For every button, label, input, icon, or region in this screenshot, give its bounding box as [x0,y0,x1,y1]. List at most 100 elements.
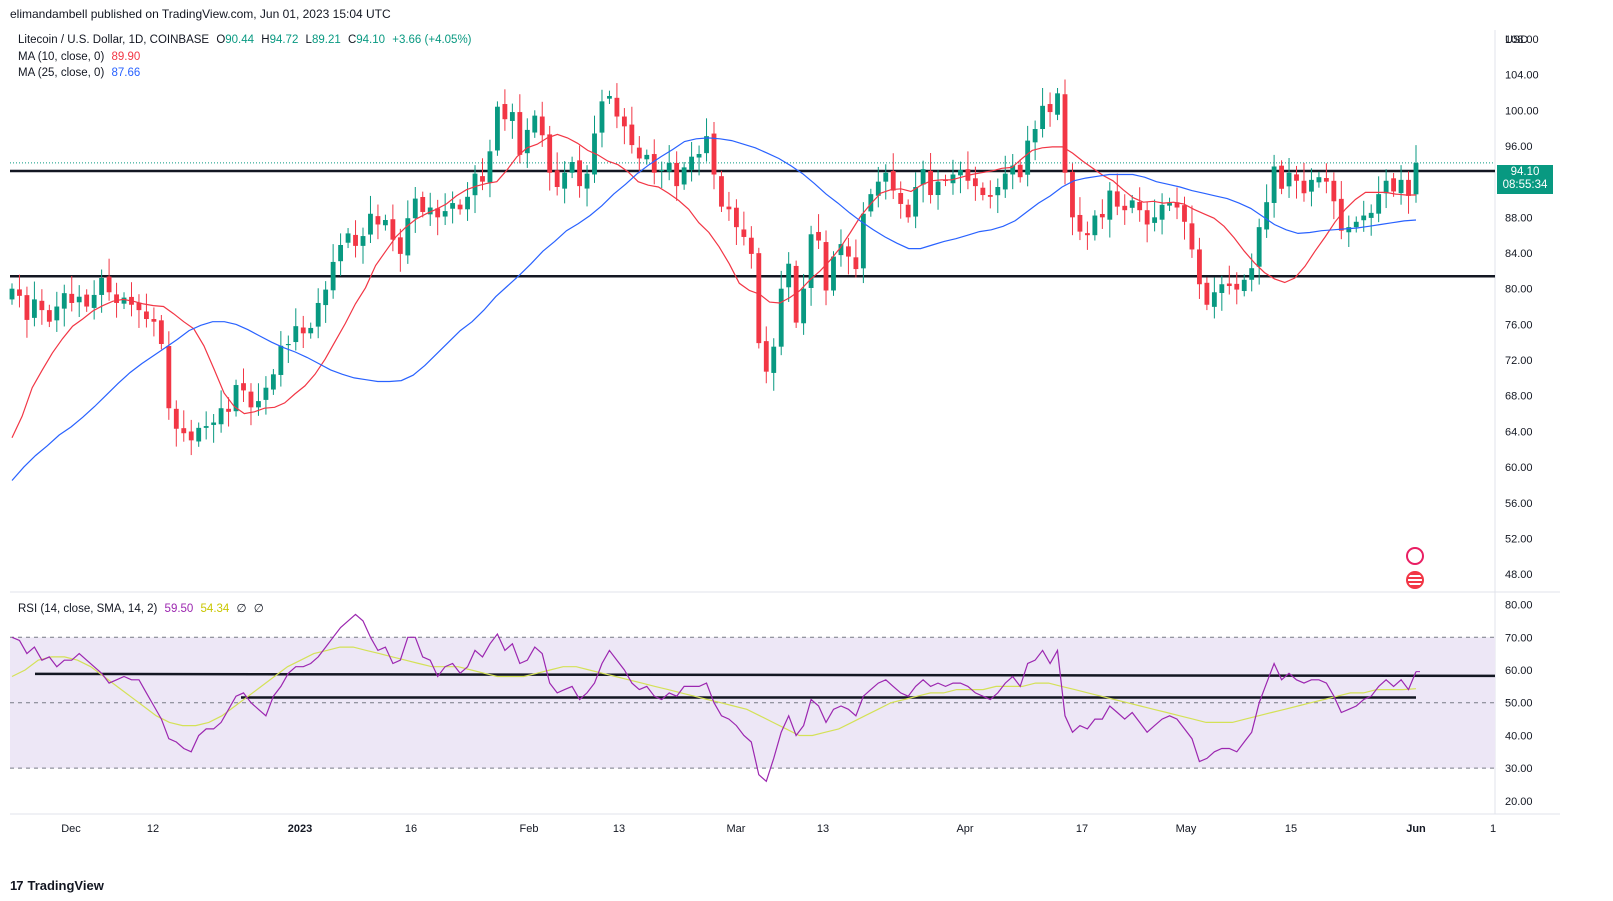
ma10-line [11,133,1416,438]
candle-body [1391,178,1397,192]
candle-body [554,170,560,188]
rsi-tick-label: 30.00 [1505,763,1533,775]
candle-body [1010,165,1016,175]
candle-body [748,237,754,254]
candle-body [450,203,456,209]
candle-body [61,293,67,309]
candle-body [502,104,508,120]
candle-body [17,289,22,296]
time-tick-label: 16 [405,823,417,835]
candle-body [771,346,777,373]
candle-body [689,156,695,170]
candle-body [427,207,433,215]
candle-body [786,263,792,288]
candle-body [233,385,239,412]
candle-body [308,327,314,334]
candle-body [375,216,381,225]
low-label: L [305,34,312,46]
candle-body [831,256,836,291]
price-tick-label: 72.00 [1505,355,1533,367]
candle-body [905,204,911,218]
candle-body [599,101,605,133]
candle-body [472,173,478,196]
rsi-line [11,613,1417,783]
candle-body [539,116,545,136]
candle-body [1361,215,1367,221]
candle-body [121,297,127,304]
candle-body [1309,179,1314,192]
candle-body [442,211,448,217]
candle-body [711,133,717,175]
candle-body [644,154,650,160]
candle-body [1294,174,1299,181]
candle-body [1107,190,1113,220]
rsi-tick-label: 80.00 [1505,600,1533,612]
candle-body [390,219,396,240]
lightning-icon[interactable] [1406,547,1424,565]
candle-body [1099,213,1105,218]
candle-body [465,196,470,210]
price-tick-label: 52.00 [1505,533,1533,545]
candle-body [972,178,978,187]
candle-body [285,344,291,346]
bar-countdown: 08:55:34 [1502,179,1548,191]
candle-body [704,136,709,154]
candle-body [1137,201,1143,211]
candle-body [1122,205,1128,211]
candle-body [868,194,874,212]
candle-body [1346,227,1352,233]
candle-body [211,422,217,425]
candle-body [1286,172,1292,187]
candle-body [1182,205,1187,222]
candle-body [412,198,418,219]
candle-body [99,277,105,295]
candle-body [1017,164,1023,178]
candle-body [151,319,157,322]
candle-body [614,97,620,117]
candle-body [1219,284,1225,293]
candle-body [1241,279,1247,292]
candle-body [338,244,344,262]
candle-body [1376,194,1382,214]
us-flag-icon[interactable] [1406,571,1424,589]
candle-body [1055,93,1060,115]
candle-body [457,204,463,210]
candle-body [659,170,665,172]
time-tick-label: 13 [817,823,829,835]
candle-body [1316,177,1322,183]
rsi-tick-label: 60.00 [1505,665,1533,677]
candle-body [719,176,724,207]
candle-body [577,160,582,187]
candle-body [1406,179,1411,196]
candle-body [651,154,657,173]
candle-body [241,383,246,391]
price-tick-label: 84.00 [1505,248,1533,260]
candle-body [995,187,1001,196]
symbol-legend: Litecoin / U.S. Dollar, 1D, COINBASE O90… [18,34,476,46]
price-tick-label: 48.00 [1505,569,1533,581]
open-value: 90.44 [225,34,255,46]
close-label: C [347,34,357,46]
candle-body [263,387,269,400]
candle-body [666,162,672,172]
price-tick-label: 68.00 [1505,391,1533,403]
candle-body [480,176,485,182]
candle-body [1301,180,1307,194]
candle-body [397,237,403,254]
candle-body [509,112,515,121]
candle-body [1144,210,1150,225]
candle-body [913,187,919,217]
candle-body [741,229,747,237]
candle-body [9,288,15,300]
price-tick-label: 88.00 [1505,212,1533,224]
candle-body [1331,180,1337,202]
time-tick-label: Apr [956,823,973,835]
open-label: O [216,34,226,46]
candle-body [681,167,687,185]
ma10-label: MA (10, close, 0) [18,51,105,63]
time-tick-label: Feb [520,823,539,835]
candle-body [980,187,986,196]
candle-body [517,112,523,155]
footer-brand[interactable]: 17 TradingView [10,878,104,893]
